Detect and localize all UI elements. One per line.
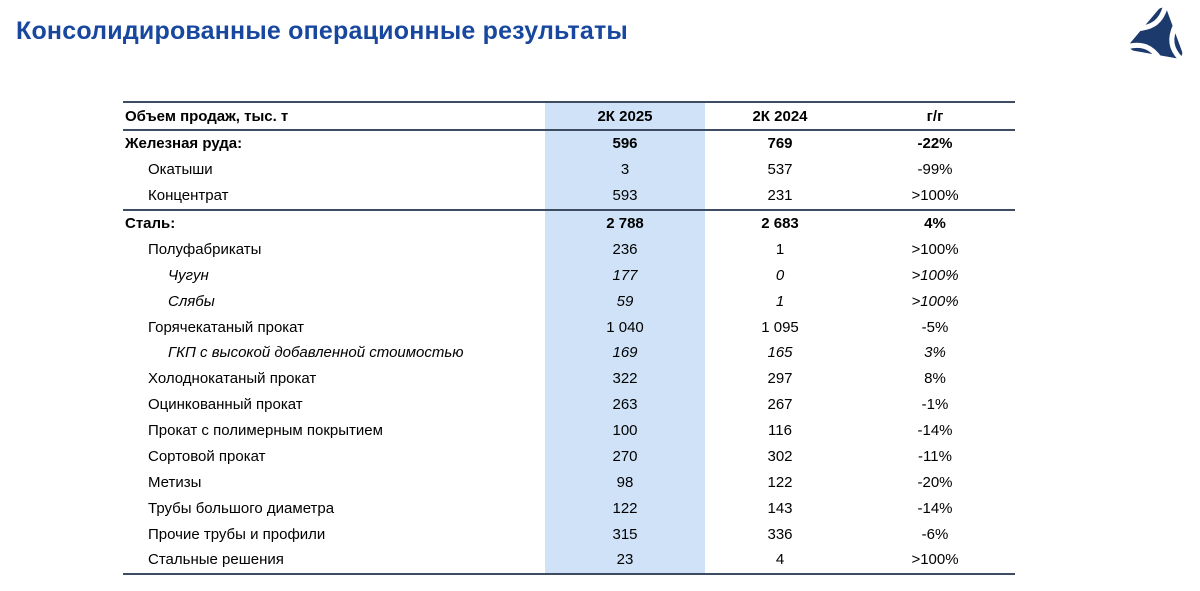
cell-2k2025: 59: [545, 288, 705, 315]
table-row: ГКП с высокой добавленной стоимостью 169…: [123, 340, 1015, 366]
column-header-yoy: г/г: [926, 107, 944, 125]
results-table: Объем продаж, тыс. т 2К 2025 2К 2024 г/г…: [123, 101, 1015, 575]
row-label: Трубы большого диаметра: [148, 499, 335, 517]
column-header-2k2025: 2К 2025: [545, 103, 705, 129]
cell-2k2025: 263: [545, 391, 705, 418]
cell-2k2024: 297: [767, 370, 793, 388]
cell-yoy: 4%: [924, 215, 946, 233]
table-row: Железная руда: 596 769 -22%: [123, 131, 1015, 157]
cell-2k2025: 169: [545, 340, 705, 366]
cell-2k2025: 270: [545, 443, 705, 470]
row-label: Оцинкованный прокат: [148, 396, 303, 414]
cell-2k2024: 769: [767, 135, 793, 153]
row-label: Сортовой прокат: [148, 447, 266, 465]
row-label: Слябы: [168, 292, 215, 310]
table-row: Горячекатаный прокат 1 040 1 095 -5%: [123, 314, 1015, 340]
cell-2k2025: 596: [545, 131, 705, 157]
row-label: Горячекатаный прокат: [148, 318, 305, 336]
cell-2k2024: 336: [767, 525, 793, 543]
row-label: Прокат с полимерным покрытием: [148, 422, 383, 440]
table-row: Полуфабрикаты 236 1 >100%: [123, 236, 1015, 263]
cell-yoy: -11%: [918, 447, 952, 465]
table-row: Метизы 98 122 -20%: [123, 469, 1015, 496]
cell-2k2025: 100: [545, 417, 705, 444]
cell-2k2025: 322: [545, 365, 705, 392]
table-row: Прокат с полимерным покрытием 100 116 -1…: [123, 417, 1015, 444]
column-header-2k2024: 2К 2024: [752, 107, 808, 125]
row-label: Окатыши: [148, 161, 213, 179]
table-row: Сортовой прокат 270 302 -11%: [123, 443, 1015, 470]
cell-2k2025: 1 040: [545, 314, 705, 340]
cell-2k2025: 236: [545, 236, 705, 263]
cell-2k2024: 4: [775, 551, 785, 569]
cell-yoy: >100%: [911, 187, 959, 205]
cell-2k2024: 1: [775, 292, 785, 310]
cell-2k2024: 143: [767, 499, 793, 517]
cell-2k2025: 177: [545, 262, 705, 289]
cell-yoy: >100%: [911, 266, 959, 284]
row-label: Железная руда:: [125, 135, 243, 153]
table-row: Трубы большого диаметра 122 143 -14%: [123, 495, 1015, 522]
cell-yoy: >100%: [911, 292, 959, 310]
row-label: Метизы: [148, 473, 202, 491]
cell-yoy: 8%: [924, 370, 946, 388]
table-body: Железная руда: 596 769 -22% Окатыши 3 53…: [123, 131, 1015, 575]
row-label: Концентрат: [148, 187, 229, 205]
row-label: ГКП с высокой добавленной стоимостью: [168, 344, 464, 362]
table-row: Оцинкованный прокат 263 267 -1%: [123, 391, 1015, 418]
cell-2k2024: 1: [775, 240, 785, 258]
table-row: Концентрат 593 231 >100%: [123, 182, 1015, 209]
table-row: Слябы 59 1 >100%: [123, 288, 1015, 315]
cell-yoy: -6%: [921, 525, 949, 543]
cell-2k2024: 1 095: [761, 318, 799, 336]
column-header-volume: Объем продаж, тыс. т: [125, 107, 289, 125]
cell-2k2025: 315: [545, 521, 705, 547]
table-row: Холоднокатаный прокат 322 297 8%: [123, 365, 1015, 392]
cell-yoy: >100%: [911, 551, 959, 569]
table-row: Стальные решения 23 4 >100%: [123, 547, 1015, 573]
cell-yoy: -5%: [921, 318, 949, 336]
cell-2k2024: 267: [767, 396, 793, 414]
cell-2k2025: 2 788: [545, 210, 705, 237]
cell-yoy: >100%: [911, 240, 959, 258]
cell-2k2025: 3: [545, 156, 705, 183]
cell-yoy: -1%: [921, 396, 949, 414]
cell-2k2024: 231: [767, 187, 793, 205]
cell-2k2025: 23: [545, 547, 705, 573]
table-row: Чугун 177 0 >100%: [123, 262, 1015, 289]
cell-2k2025: 98: [545, 469, 705, 496]
row-label: Холоднокатаный прокат: [148, 370, 317, 388]
cell-2k2024: 302: [767, 447, 793, 465]
table-row: Прочие трубы и профили 315 336 -6%: [123, 521, 1015, 547]
cell-yoy: 3%: [924, 344, 946, 362]
cell-yoy: -14%: [917, 499, 953, 517]
cell-2k2024: 122: [767, 473, 793, 491]
cell-2k2025: 122: [545, 495, 705, 522]
cell-yoy: -22%: [917, 135, 953, 153]
row-label: Прочие трубы и профили: [148, 525, 326, 543]
cell-2k2024: 0: [775, 266, 785, 284]
cell-2k2024: 2 683: [761, 215, 799, 233]
cell-yoy: -14%: [917, 422, 953, 440]
row-label: Стальные решения: [148, 551, 284, 569]
table-row: Окатыши 3 537 -99%: [123, 156, 1015, 183]
table-row: Сталь: 2 788 2 683 4%: [123, 208, 1015, 237]
cell-2k2024: 537: [767, 161, 793, 179]
cell-2k2024: 165: [767, 344, 793, 362]
page-title: Консолидированные операционные результат…: [16, 17, 628, 45]
table-header-row: Объем продаж, тыс. т 2К 2025 2К 2024 г/г: [123, 101, 1015, 131]
cell-yoy: -99%: [917, 161, 953, 179]
cell-yoy: -20%: [917, 473, 953, 491]
row-label: Полуфабрикаты: [148, 240, 262, 258]
company-logo-icon: [1127, 5, 1183, 62]
row-label: Чугун: [168, 266, 209, 284]
cell-2k2025: 593: [545, 182, 705, 209]
row-label: Сталь:: [125, 215, 176, 233]
cell-2k2024: 116: [768, 422, 792, 440]
